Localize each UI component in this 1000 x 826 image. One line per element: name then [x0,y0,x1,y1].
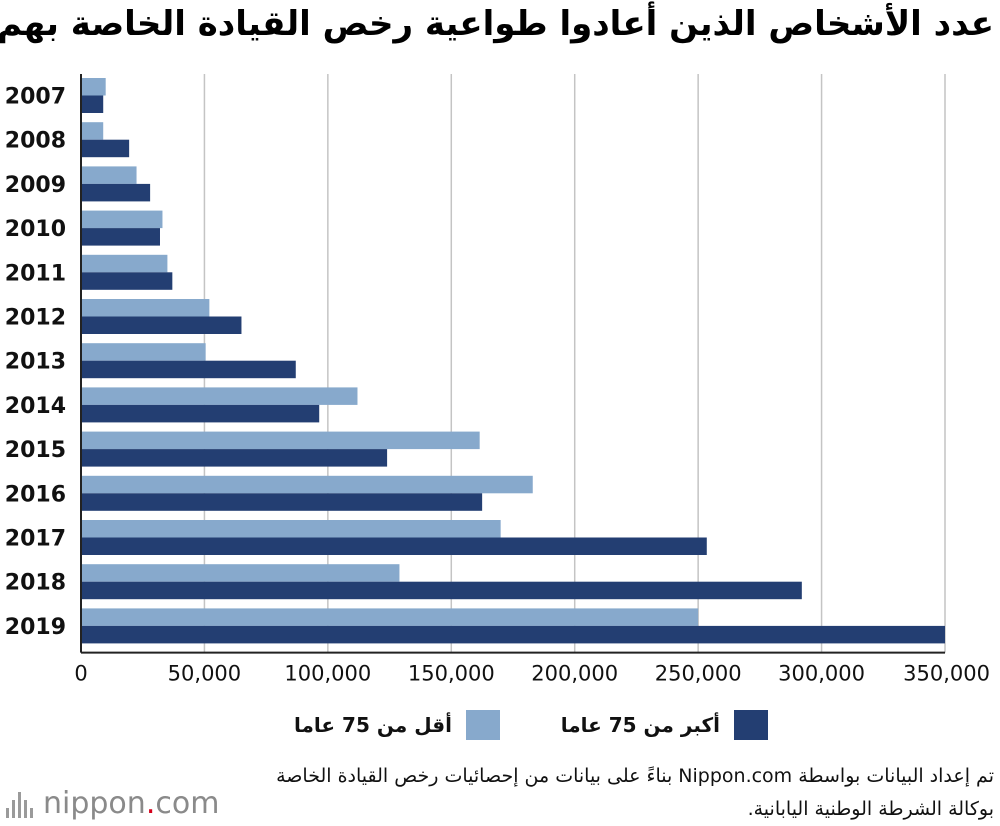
legend-label-over75: أكبر من 75 عاما [560,713,720,737]
bar-over75 [81,404,320,423]
legend-swatch-over75 [734,710,768,740]
x-tick-label: 200,000 [531,662,618,686]
bar-under75 [81,122,104,140]
bar-under75 [81,254,168,273]
x-tick-label: 50,000 [168,662,241,686]
y-tick-label: 2007 [5,85,66,110]
brand-name: nippon [43,786,146,821]
y-tick-label: 2012 [5,306,66,331]
y-tick-label: 2009 [5,173,66,198]
legend-item-over75: أكبر من 75 عاما [561,708,768,742]
y-tick-label: 2010 [5,217,66,242]
bar-over75 [81,360,296,379]
bar-under75 [81,608,699,626]
x-tick-label: 300,000 [778,662,865,686]
bar-over75 [81,272,173,290]
bar-under75 [81,299,210,317]
legend-label-under75: أقل من 75 عاما [294,713,452,737]
bar-over75 [81,537,707,555]
x-tick-label: 0 [74,662,87,686]
bar-chart: 2007 2008 2009 2010 2011 2012 2013 2014 2015 2016… [5,74,990,686]
y-tick-label: 2014 [5,394,66,419]
bar-under75 [81,431,480,450]
y-tick-label: 2019 [5,615,66,640]
y-tick-label: 2018 [5,571,66,596]
bar-under75 [81,475,533,494]
legend-swatch-under75 [466,710,500,740]
legend-item-under75: أقل من 75 عاما [294,708,500,742]
source-note: تم إعداد البيانات بواسطة Nippon.com بناء… [276,765,994,820]
chart-title: عدد الأشخاص الذين أعادوا طواعية رخص القي… [0,4,994,44]
y-tick-label: 2017 [5,527,66,552]
bar-over75 [81,625,945,644]
bar-under75 [81,520,501,538]
bar-over75 [81,316,242,334]
x-tick-label: 350,000 [903,662,990,686]
nippon-logo: nippon. com [6,786,219,821]
bar-over75 [81,449,388,467]
y-tick-label: 2016 [5,482,66,507]
brand-tld: com [155,786,220,821]
brand-dot: . [145,786,156,821]
y-tick-label: 2015 [5,438,66,463]
x-tick-label: 100,000 [284,662,371,686]
bar-under75 [81,78,106,96]
bar-under75 [81,564,400,582]
y-tick-label: 2011 [5,261,66,286]
bar-under75 [81,210,163,229]
bar-over75 [81,228,160,246]
bar-over75 [81,139,130,158]
x-tick-label: 150,000 [408,662,495,686]
nippon-logo-mark-icon [6,790,33,818]
x-tick-label: 250,000 [655,662,742,686]
bar-under75 [81,387,358,405]
y-tick-label: 2008 [5,129,66,154]
bar-under75 [81,343,206,361]
bar-over75 [81,493,483,511]
bar-over75 [81,183,151,202]
bar-under75 [81,166,137,184]
y-tick-label: 2013 [5,350,66,375]
bar-over75 [81,581,802,600]
bar-over75 [81,95,104,113]
